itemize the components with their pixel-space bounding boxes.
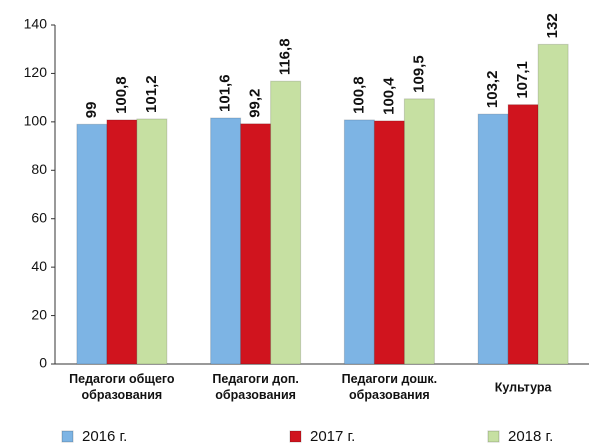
y-tick-label: 60 — [31, 209, 47, 225]
value-label: 109,5 — [410, 55, 427, 93]
bar — [403, 98, 435, 365]
value-label: 100,8 — [113, 76, 130, 114]
y-tick-label: 80 — [31, 161, 47, 177]
value-label: 100,8 — [350, 76, 367, 114]
legend-label: 2017 г. — [310, 428, 355, 445]
x-tick-label: Педагоги дошк. образования — [342, 372, 438, 402]
legend-label: 2016 г. — [82, 428, 127, 445]
legend-swatch — [61, 430, 74, 443]
bar — [136, 118, 168, 365]
x-tick-label: Педагоги доп. образования — [212, 372, 298, 402]
bar — [537, 43, 569, 365]
y-tick-label: 140 — [24, 16, 48, 32]
value-label: 116,8 — [277, 38, 294, 75]
bar — [373, 120, 405, 365]
bar — [240, 123, 272, 365]
y-tick-label: 120 — [24, 64, 48, 80]
bar — [477, 113, 509, 365]
bar — [270, 80, 302, 365]
value-label: 99 — [83, 102, 100, 119]
value-label: 100,4 — [380, 77, 397, 115]
bar — [507, 104, 539, 365]
bar — [76, 123, 108, 365]
x-tick-label: Культура — [495, 380, 553, 394]
bar — [210, 117, 242, 365]
bar — [343, 119, 375, 365]
value-label: 101,6 — [217, 74, 234, 112]
x-tick-label: Педагоги общего образования — [69, 372, 175, 402]
bar — [106, 119, 138, 365]
y-tick-label: 20 — [31, 306, 47, 322]
legend-label: 2018 г. — [508, 428, 553, 445]
value-label: 103,2 — [484, 71, 501, 109]
y-tick-label: 0 — [39, 355, 47, 371]
value-label: 101,2 — [143, 75, 160, 113]
y-tick-label: 40 — [31, 258, 47, 274]
value-label: 132 — [544, 13, 561, 38]
legend-swatch — [289, 430, 302, 443]
legend-swatch — [487, 430, 500, 443]
value-label: 107,1 — [514, 61, 531, 99]
value-label: 99,2 — [247, 89, 264, 118]
y-tick-label: 100 — [24, 113, 48, 129]
